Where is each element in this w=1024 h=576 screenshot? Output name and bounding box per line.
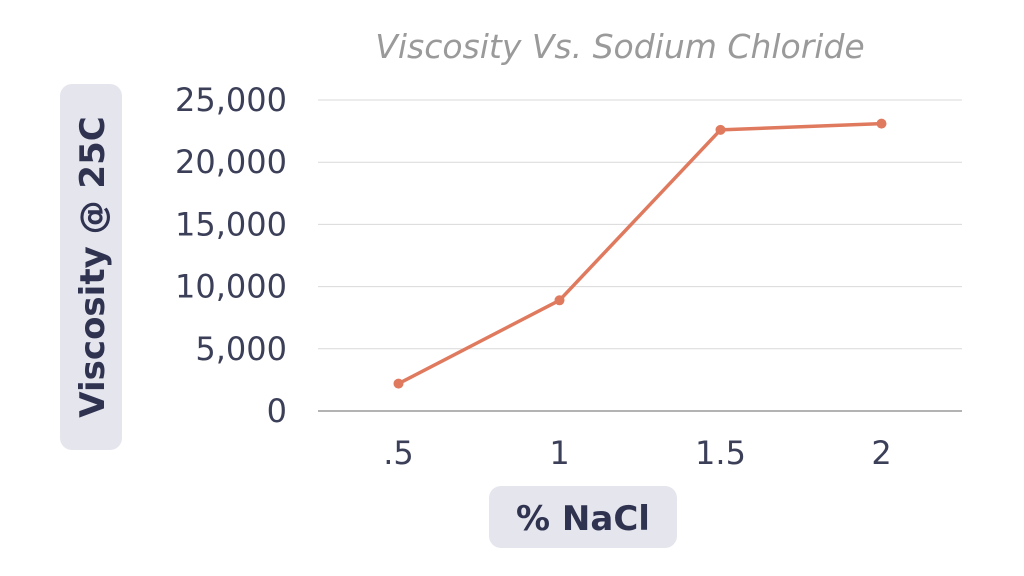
series bbox=[393, 118, 887, 389]
y-tick-label: 25,000 bbox=[175, 81, 287, 119]
data-point bbox=[554, 295, 565, 306]
y-axis-label-background bbox=[60, 84, 122, 450]
y-tick-label: 5,000 bbox=[195, 330, 287, 368]
x-axis-ticks: .5 1 1.5 2 bbox=[383, 434, 891, 472]
y-axis-ticks: 0 5,000 10,000 15,000 20,000 25,000 bbox=[175, 81, 287, 430]
y-tick-label: 20,000 bbox=[175, 143, 287, 181]
x-tick-label: 1.5 bbox=[695, 434, 746, 472]
data-point bbox=[393, 378, 404, 389]
x-axis-label-background bbox=[489, 486, 677, 548]
gridlines bbox=[318, 99, 962, 412]
y-tick-label: 10,000 bbox=[175, 268, 287, 306]
data-point bbox=[715, 124, 726, 135]
chart-title: Viscosity Vs. Sodium Chloride bbox=[375, 27, 864, 66]
y-axis-label: Viscosity @ 25C bbox=[73, 116, 113, 417]
y-tick-label: 15,000 bbox=[175, 205, 287, 243]
x-tick-label: .5 bbox=[383, 434, 414, 472]
y-tick-label: 0 bbox=[267, 392, 287, 430]
x-axis-label: % NaCl bbox=[516, 499, 650, 539]
x-tick-label: 1 bbox=[549, 434, 569, 472]
data-point bbox=[876, 118, 887, 129]
x-tick-label: 2 bbox=[871, 434, 891, 472]
series-line bbox=[396, 121, 884, 386]
